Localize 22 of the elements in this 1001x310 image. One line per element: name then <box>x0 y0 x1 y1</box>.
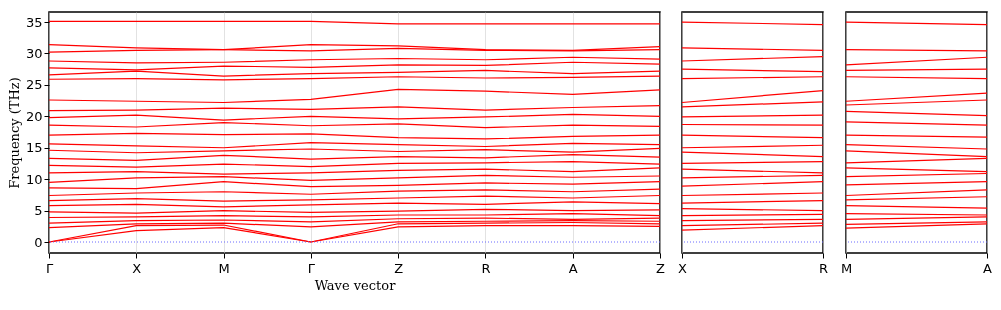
x-tick-label: A <box>568 260 578 276</box>
x-tick-label: A <box>983 260 993 276</box>
x-tick-label: Z <box>394 260 404 276</box>
x-tick-label: M <box>840 260 853 276</box>
x-tick-label: X <box>132 260 142 276</box>
x-tick-label: R <box>481 260 491 276</box>
y-tick-label: 15 <box>25 140 43 156</box>
y-tick-label: 35 <box>25 14 43 30</box>
x-tick-label: Γ <box>307 260 316 276</box>
y-tick-label: 10 <box>25 171 43 187</box>
y-tick-label: 20 <box>25 108 43 124</box>
y-tick-label: 25 <box>25 77 43 93</box>
x-tick-label: Z <box>656 260 666 276</box>
x-tick-label: R <box>818 260 829 276</box>
y-tick-label: 5 <box>34 203 43 219</box>
x-tick-label: Γ <box>45 260 54 276</box>
y-tick-label: 30 <box>25 45 43 61</box>
x-axis-title: Wave vector <box>314 277 397 293</box>
x-tick-label: X <box>678 260 688 276</box>
x-tick-label: M <box>218 260 230 276</box>
y-tick-label: 0 <box>34 234 43 250</box>
y-axis-title: Frequency (THz) <box>6 77 22 189</box>
